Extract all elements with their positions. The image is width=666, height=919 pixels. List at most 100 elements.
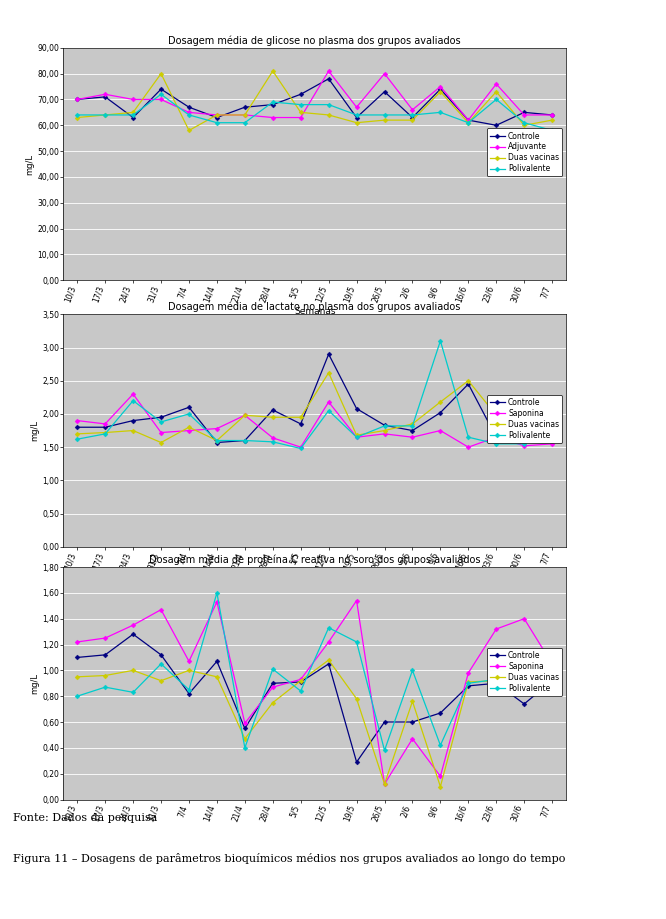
Polivalente <box>492 674 500 685</box>
Duas vacinas <box>436 396 444 407</box>
Polivalente <box>297 443 305 454</box>
Saponina <box>464 442 472 453</box>
Saponina <box>129 619 137 630</box>
Polivalente <box>101 682 109 693</box>
Controle <box>352 112 360 123</box>
Polivalente <box>241 435 249 446</box>
Adjuvante <box>520 109 528 120</box>
Saponina <box>129 389 137 400</box>
Polivalente <box>101 428 109 439</box>
Polivalente <box>380 745 388 756</box>
Polivalente <box>464 118 472 129</box>
Saponina <box>324 396 332 407</box>
Controle <box>157 84 165 95</box>
X-axis label: Semanas: Semanas <box>294 307 336 315</box>
Duas vacinas <box>241 109 249 120</box>
Duas vacinas <box>380 115 388 126</box>
Polivalente <box>492 438 500 449</box>
Duas vacinas <box>324 654 332 665</box>
Controle <box>269 404 277 415</box>
Polivalente <box>436 740 444 751</box>
Duas vacinas <box>352 693 360 704</box>
Duas vacinas <box>73 112 81 123</box>
Polivalente <box>185 109 193 120</box>
Title: Dosagem média de lactato no plasma dos grupos avaliados: Dosagem média de lactato no plasma dos g… <box>168 301 461 312</box>
Polivalente <box>352 432 360 443</box>
Polivalente <box>548 125 556 136</box>
Duas vacinas <box>157 437 165 448</box>
Polivalente <box>129 395 137 406</box>
Duas vacinas <box>520 685 528 696</box>
Saponina <box>157 427 165 438</box>
Polivalente <box>520 438 528 449</box>
Polivalente <box>520 118 528 129</box>
Controle <box>73 652 81 663</box>
Controle <box>129 112 137 123</box>
Duas vacinas <box>269 65 277 76</box>
Controle <box>408 717 416 728</box>
Controle <box>297 418 305 429</box>
Saponina <box>101 418 109 429</box>
Saponina <box>213 596 221 607</box>
Controle <box>464 115 472 126</box>
Duas vacinas <box>73 671 81 682</box>
Controle <box>129 415 137 426</box>
Duas vacinas <box>297 412 305 423</box>
Legend: Controle, Saponina, Duas vacinas, Polivalente: Controle, Saponina, Duas vacinas, Poliva… <box>487 648 562 696</box>
Duas vacinas <box>492 410 500 421</box>
Line: Controle: Controle <box>75 77 554 127</box>
Line: Duas vacinas: Duas vacinas <box>75 69 554 132</box>
Duas vacinas <box>408 418 416 429</box>
Polivalente <box>464 677 472 689</box>
Saponina <box>241 718 249 729</box>
Controle <box>548 675 556 686</box>
Adjuvante <box>352 102 360 113</box>
Controle <box>548 405 556 416</box>
Controle <box>73 422 81 433</box>
Polivalente <box>213 118 221 129</box>
Saponina <box>520 440 528 451</box>
Duas vacinas <box>101 427 109 438</box>
Controle <box>352 756 360 767</box>
Duas vacinas <box>464 375 472 386</box>
Duas vacinas <box>213 671 221 682</box>
Adjuvante <box>73 94 81 105</box>
Duas vacinas <box>129 664 137 675</box>
Duas vacinas <box>548 425 556 436</box>
Polivalente <box>213 435 221 446</box>
Polivalente <box>269 437 277 448</box>
Y-axis label: mg/L: mg/L <box>31 420 39 441</box>
Controle <box>157 650 165 661</box>
Polivalente <box>408 420 416 431</box>
Polivalente <box>101 109 109 120</box>
Controle <box>324 74 332 85</box>
Controle <box>213 437 221 448</box>
Controle <box>213 656 221 667</box>
Polivalente <box>464 432 472 443</box>
Saponina <box>73 415 81 426</box>
Line: Polivalente: Polivalente <box>75 93 554 132</box>
Polivalente <box>548 427 556 438</box>
Duas vacinas <box>185 125 193 136</box>
Duas vacinas <box>352 430 360 441</box>
Saponina <box>380 778 388 789</box>
Adjuvante <box>324 65 332 76</box>
Saponina <box>492 432 500 443</box>
Duas vacinas <box>213 109 221 120</box>
Adjuvante <box>269 112 277 123</box>
Duas vacinas <box>101 109 109 120</box>
Duas vacinas <box>324 368 332 379</box>
Duas vacinas <box>129 425 137 436</box>
Saponina <box>380 428 388 439</box>
Controle <box>352 403 360 414</box>
Duas vacinas <box>185 422 193 433</box>
Polivalente <box>157 89 165 100</box>
Polivalente <box>324 622 332 633</box>
Duas vacinas <box>548 686 556 698</box>
Controle <box>157 412 165 423</box>
Polivalente <box>157 416 165 427</box>
Legend: Controle, Adjuvante, Duas vacinas, Polivalente: Controle, Adjuvante, Duas vacinas, Poliv… <box>487 129 562 176</box>
Controle <box>269 677 277 689</box>
Adjuvante <box>464 115 472 126</box>
Duas vacinas <box>269 698 277 709</box>
